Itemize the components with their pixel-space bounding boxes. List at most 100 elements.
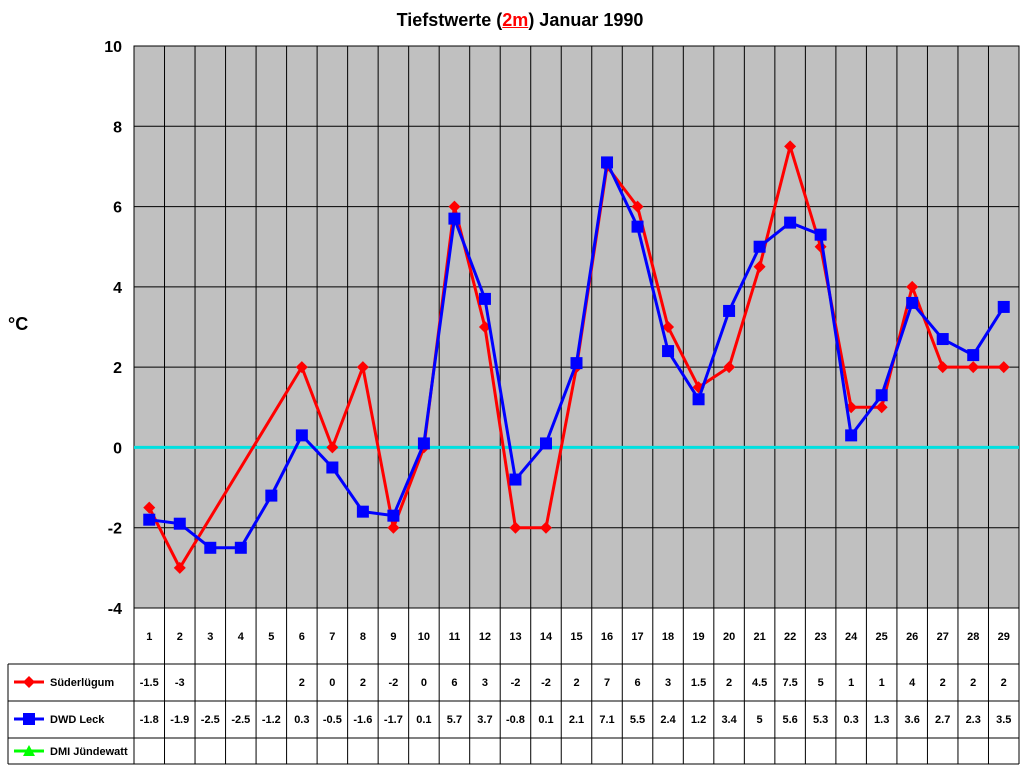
data-point xyxy=(662,321,675,333)
data-point xyxy=(662,345,675,358)
data-label: 1.2 xyxy=(691,714,706,726)
data-label: 2 xyxy=(940,677,946,689)
x-tick-label: 22 xyxy=(784,631,796,643)
data-point xyxy=(753,240,766,253)
x-tick-label: 13 xyxy=(509,631,521,643)
x-tick-label: 2 xyxy=(177,631,183,643)
data-label: 1 xyxy=(879,677,885,689)
x-tick-label: 26 xyxy=(906,631,918,643)
data-label: -2 xyxy=(389,677,399,689)
y-tick-label: 8 xyxy=(113,119,122,136)
data-point xyxy=(631,200,644,213)
data-point xyxy=(539,437,552,450)
data-label: 5.3 xyxy=(813,714,828,726)
data-point xyxy=(509,473,522,486)
x-tick-label: 24 xyxy=(845,631,858,643)
data-label: 3.5 xyxy=(996,714,1011,726)
data-point xyxy=(784,216,797,229)
data-point xyxy=(997,361,1010,374)
data-label: 3 xyxy=(482,677,488,689)
x-tick-label: 20 xyxy=(723,631,735,643)
data-label: 2.1 xyxy=(569,714,584,726)
data-label: 6 xyxy=(634,677,640,689)
data-label: 3.7 xyxy=(477,714,492,726)
x-tick-label: 14 xyxy=(540,631,553,643)
data-label: -1.2 xyxy=(262,714,281,726)
data-label: 3.4 xyxy=(721,714,737,726)
data-label: 5.7 xyxy=(447,714,462,726)
data-point xyxy=(997,300,1010,313)
data-label: 2.3 xyxy=(966,714,981,726)
x-tick-label: 4 xyxy=(238,631,245,643)
data-point xyxy=(173,517,186,530)
data-label: 5.6 xyxy=(782,714,797,726)
data-label: -1.9 xyxy=(170,714,189,726)
x-tick-label: 11 xyxy=(449,631,461,643)
chart-title: Tiefstwerte (2m) Januar 1990 xyxy=(396,10,644,30)
data-point xyxy=(784,140,797,153)
data-label: 0.1 xyxy=(416,714,431,726)
y-axis-label: °C xyxy=(8,314,29,334)
data-point xyxy=(875,401,888,414)
x-tick-label: 9 xyxy=(390,631,396,643)
x-tick-label: 1 xyxy=(146,631,152,643)
data-label: 1.3 xyxy=(874,714,889,726)
y-tick-label: 2 xyxy=(113,360,122,377)
data-label: -2.5 xyxy=(231,714,250,726)
data-label: 7.5 xyxy=(782,677,797,689)
data-label: -1.7 xyxy=(384,714,403,726)
data-point xyxy=(265,489,278,502)
data-point xyxy=(936,361,949,374)
data-label: 3.6 xyxy=(905,714,920,726)
data-point xyxy=(509,521,522,534)
data-label: -0.5 xyxy=(323,714,342,726)
y-tick-label: 6 xyxy=(113,200,122,217)
data-label: 2 xyxy=(299,677,305,689)
data-label: 0.1 xyxy=(538,714,553,726)
data-point xyxy=(173,561,186,574)
data-point xyxy=(326,441,339,454)
data-point xyxy=(967,361,980,374)
y-tick-label: 10 xyxy=(104,39,122,56)
data-label: 1 xyxy=(848,677,854,689)
data-label: -2.5 xyxy=(201,714,220,726)
x-tick-label: 16 xyxy=(601,631,613,643)
data-point xyxy=(539,521,552,534)
legend-label: Süderlügum xyxy=(50,677,114,689)
data-point xyxy=(417,437,430,450)
x-tick-label: 21 xyxy=(753,631,765,643)
data-point xyxy=(906,296,919,309)
data-label: 4.5 xyxy=(752,677,767,689)
x-tick-label: 18 xyxy=(662,631,674,643)
data-point xyxy=(936,333,949,346)
data-label: 0 xyxy=(329,677,335,689)
legend-marker xyxy=(23,713,35,725)
data-label: 2.4 xyxy=(660,714,676,726)
x-tick-label: 7 xyxy=(329,631,335,643)
data-label: 5.5 xyxy=(630,714,645,726)
data-label: 0.3 xyxy=(294,714,309,726)
data-point xyxy=(356,361,369,374)
data-label: 2 xyxy=(1001,677,1007,689)
y-tick-label: 0 xyxy=(113,440,122,457)
y-tick-label: -4 xyxy=(108,601,122,618)
x-tick-label: 6 xyxy=(299,631,305,643)
data-point xyxy=(906,280,919,293)
data-point xyxy=(448,200,461,213)
data-point xyxy=(570,357,583,370)
x-tick-label: 28 xyxy=(967,631,979,643)
x-tick-label: 19 xyxy=(692,631,704,643)
data-point xyxy=(356,505,369,518)
data-point xyxy=(326,461,339,474)
data-point xyxy=(478,292,491,305)
x-tick-label: 23 xyxy=(815,631,827,643)
data-label: 0.3 xyxy=(844,714,859,726)
data-point xyxy=(234,541,247,554)
legend-label: DWD Leck xyxy=(50,714,105,726)
data-label: 7.1 xyxy=(599,714,614,726)
legend-marker xyxy=(23,745,35,756)
legend-marker xyxy=(23,676,35,688)
data-point xyxy=(295,361,308,374)
data-point xyxy=(814,228,827,241)
